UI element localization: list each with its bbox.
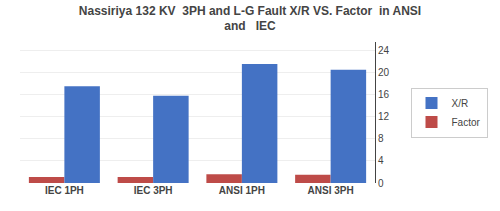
svg-text:IEC 3PH: IEC 3PH: [134, 185, 173, 196]
svg-text:X/R: X/R: [452, 98, 469, 109]
svg-text:16: 16: [378, 89, 390, 100]
svg-text:24: 24: [378, 45, 390, 56]
svg-text:Factor: Factor: [452, 117, 481, 128]
svg-text:Nassiriya 132 KV 3PH and L-G: Nassiriya 132 KV 3PH and L-G Fault X/R V…: [79, 4, 421, 34]
svg-text:IEC 1PH: IEC 1PH: [45, 185, 84, 196]
svg-text:ANSI 3PH: ANSI 3PH: [308, 185, 354, 196]
svg-text:20: 20: [378, 67, 390, 78]
svg-text:0: 0: [378, 178, 384, 189]
svg-text:8: 8: [378, 133, 384, 144]
svg-text:ANSI 1PH: ANSI 1PH: [219, 185, 265, 196]
svg-text:4: 4: [378, 155, 384, 166]
svg-text:12: 12: [378, 111, 390, 122]
